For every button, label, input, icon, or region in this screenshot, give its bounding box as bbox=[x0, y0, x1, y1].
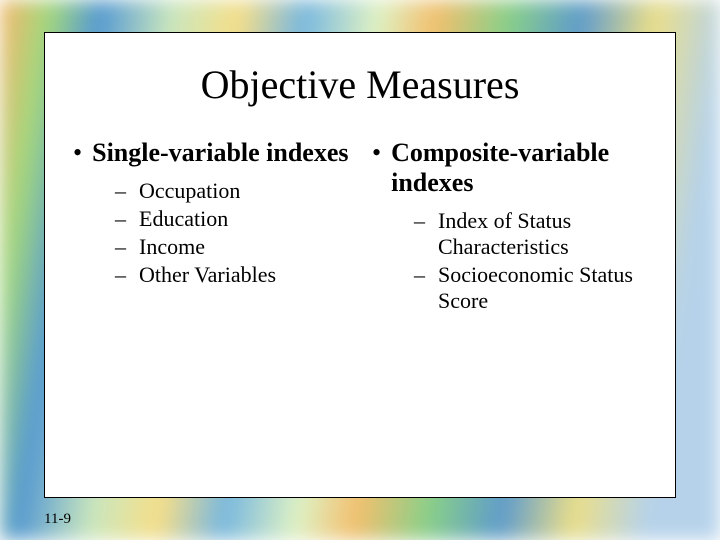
bullet-icon: • bbox=[73, 138, 82, 168]
right-item-1: Socioeconomic Status Score bbox=[438, 262, 649, 314]
list-item: – Education bbox=[115, 206, 350, 232]
dash-icon: – bbox=[115, 178, 129, 204]
left-sub-list: – Occupation – Education – Income – Othe… bbox=[115, 178, 350, 288]
left-heading: Single-variable indexes bbox=[92, 138, 348, 168]
list-item: – Other Variables bbox=[115, 262, 350, 288]
list-item: – Socioeconomic Status Score bbox=[414, 262, 649, 314]
left-item-3: Other Variables bbox=[139, 262, 276, 288]
bullet-icon: • bbox=[372, 138, 381, 168]
list-item: – Occupation bbox=[115, 178, 350, 204]
slide-content-frame: Objective Measures • Single-variable ind… bbox=[44, 32, 676, 498]
dash-icon: – bbox=[115, 234, 129, 260]
right-heading: Composite-variable indexes bbox=[391, 138, 649, 198]
right-item-0: Index of Status Characteristics bbox=[438, 208, 649, 260]
left-item-1: Education bbox=[139, 206, 228, 232]
left-column: • Single-variable indexes – Occupation –… bbox=[71, 138, 350, 316]
dash-icon: – bbox=[414, 262, 428, 288]
right-column: • Composite-variable indexes – Index of … bbox=[370, 138, 649, 316]
dash-icon: – bbox=[115, 206, 129, 232]
slide-number: 11-9 bbox=[44, 511, 71, 528]
right-heading-item: • Composite-variable indexes bbox=[370, 138, 649, 198]
slide-title: Objective Measures bbox=[71, 61, 649, 108]
dash-icon: – bbox=[414, 208, 428, 234]
columns: • Single-variable indexes – Occupation –… bbox=[71, 138, 649, 316]
right-sub-list: – Index of Status Characteristics – Soci… bbox=[414, 208, 649, 314]
list-item: – Index of Status Characteristics bbox=[414, 208, 649, 260]
left-heading-item: • Single-variable indexes bbox=[71, 138, 350, 168]
dash-icon: – bbox=[115, 262, 129, 288]
left-item-2: Income bbox=[139, 234, 205, 260]
left-item-0: Occupation bbox=[139, 178, 240, 204]
list-item: – Income bbox=[115, 234, 350, 260]
